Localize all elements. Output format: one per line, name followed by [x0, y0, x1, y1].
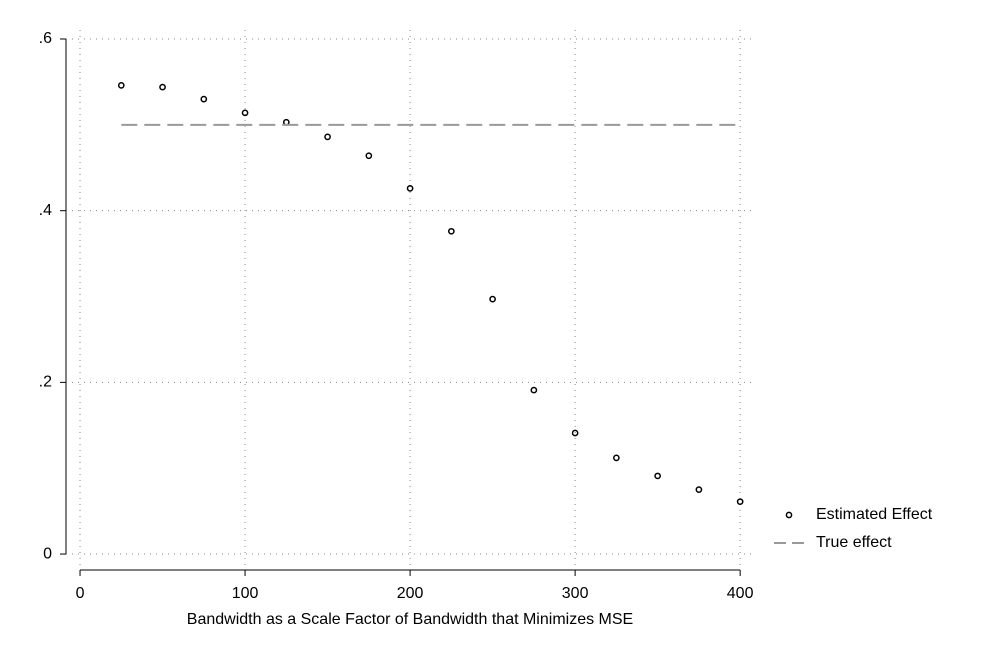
point [159, 83, 166, 91]
x-tick-label: 200 [397, 585, 424, 602]
point [117, 82, 125, 89]
point [654, 472, 661, 480]
y-tick-label: .6 [39, 30, 52, 47]
point [406, 185, 414, 192]
point [365, 152, 373, 160]
y-tick-label: .4 [39, 202, 52, 219]
point [447, 227, 455, 235]
point [613, 454, 620, 462]
point [695, 486, 703, 494]
x-tick-label: 100 [232, 585, 259, 602]
x-tick-label: 400 [727, 585, 754, 602]
x-tick-label: 300 [562, 585, 589, 602]
y-tick-label: .2 [39, 374, 52, 391]
x-tick-label: 0 [76, 585, 85, 602]
x-axis-label: Bandwidth as a Scale Factor of Bandwidth… [187, 611, 633, 628]
point [736, 498, 744, 506]
point [489, 295, 496, 303]
point [241, 109, 249, 117]
legend-label: Estimated Effect [816, 506, 933, 523]
legend-label: True effect [816, 534, 892, 551]
point [571, 429, 579, 437]
y-tick-label: 0 [43, 545, 52, 562]
point [200, 95, 208, 103]
point [324, 133, 331, 141]
point [530, 386, 538, 394]
legend-swatch [785, 511, 793, 519]
